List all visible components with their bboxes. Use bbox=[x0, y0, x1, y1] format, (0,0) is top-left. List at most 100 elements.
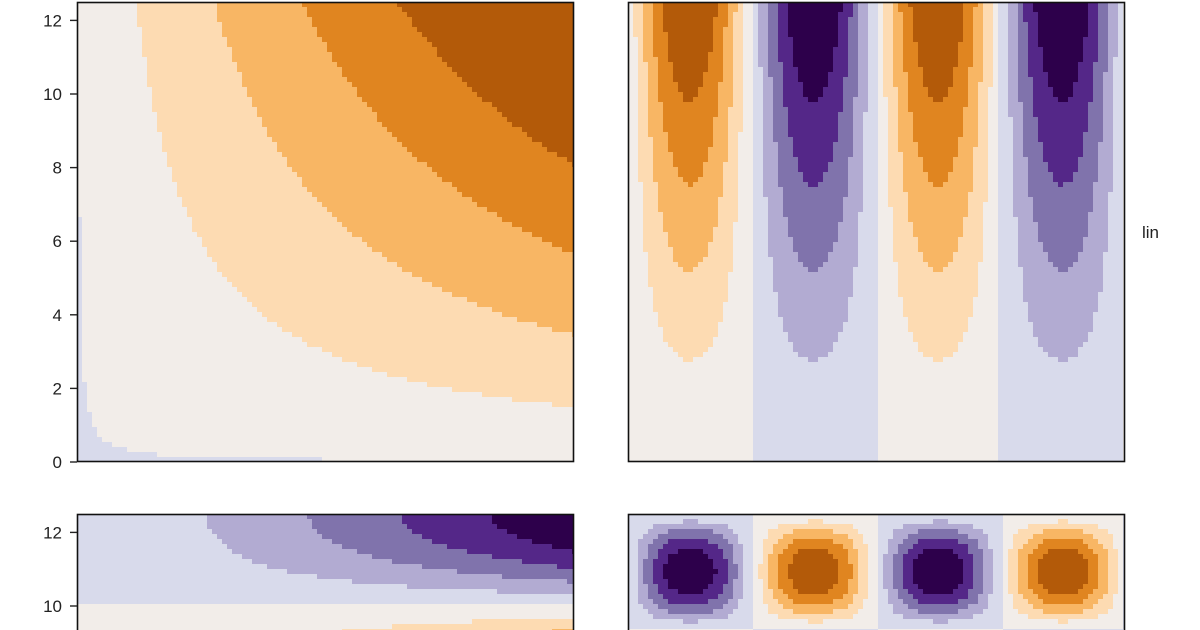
contour-cell bbox=[87, 172, 93, 178]
contour-cell bbox=[82, 262, 88, 268]
contour-cell bbox=[102, 12, 108, 18]
contour-cell bbox=[247, 67, 253, 73]
contour-cell bbox=[122, 417, 128, 423]
contour-cell bbox=[257, 272, 263, 278]
contour-cell bbox=[167, 37, 173, 43]
contour-cell bbox=[242, 402, 248, 408]
contour-cell bbox=[127, 127, 133, 133]
contour-cell bbox=[312, 222, 318, 228]
contour-cell bbox=[237, 162, 243, 168]
contour-cell bbox=[212, 182, 218, 188]
contour-cell bbox=[217, 107, 223, 113]
contour-cell bbox=[152, 252, 158, 258]
contour-cell bbox=[217, 257, 223, 263]
contour-cell bbox=[252, 182, 258, 188]
contour-cell bbox=[282, 367, 288, 373]
contour-cell bbox=[257, 372, 263, 378]
contour-cell bbox=[107, 142, 113, 148]
contour-cell bbox=[342, 172, 348, 178]
contour-cell bbox=[137, 52, 143, 58]
contour-cell bbox=[92, 172, 98, 178]
contour-cell bbox=[242, 267, 248, 273]
contour-cell bbox=[237, 37, 243, 43]
contour-cell bbox=[192, 62, 198, 68]
contour-cell bbox=[237, 392, 243, 398]
contour-cell bbox=[287, 357, 293, 363]
contour-cell bbox=[152, 47, 158, 53]
contour-cell bbox=[152, 412, 158, 418]
contour-cell bbox=[107, 332, 113, 338]
contour-cell bbox=[142, 382, 148, 388]
contour-cell bbox=[107, 227, 113, 233]
contour-cell bbox=[187, 457, 193, 462]
contour-cell bbox=[127, 47, 133, 53]
contour-cell bbox=[342, 207, 348, 213]
contour-cell bbox=[207, 212, 213, 218]
contour-cell bbox=[117, 312, 123, 318]
contour-cell bbox=[182, 152, 188, 158]
contour-cell bbox=[77, 207, 83, 213]
contour-cell bbox=[127, 207, 133, 213]
contour-cell bbox=[312, 257, 318, 263]
contour-cell bbox=[117, 432, 123, 438]
contour-cell bbox=[207, 127, 213, 133]
contour-cell bbox=[82, 87, 88, 93]
contour-cell bbox=[207, 157, 213, 163]
contour-cell bbox=[287, 262, 293, 268]
contour-cell bbox=[312, 342, 318, 348]
contour-cell bbox=[267, 27, 273, 33]
contour-cell bbox=[282, 392, 288, 398]
contour-cell bbox=[332, 407, 338, 413]
contour-cell bbox=[167, 432, 173, 438]
contour-cell bbox=[167, 172, 173, 178]
contour-cell bbox=[257, 37, 263, 43]
contour-cell bbox=[317, 27, 323, 33]
contour-cell bbox=[312, 172, 318, 178]
contour-cell bbox=[212, 252, 218, 258]
contour-cell bbox=[162, 142, 168, 148]
contour-cell bbox=[212, 427, 218, 433]
contour-cell bbox=[337, 22, 343, 28]
contour-cell bbox=[307, 142, 313, 148]
contour-cell bbox=[257, 412, 263, 418]
contour-cell bbox=[337, 12, 343, 18]
contour-cell bbox=[212, 442, 218, 448]
contour-cell bbox=[312, 12, 318, 18]
contour-cell bbox=[192, 212, 198, 218]
contour-cell bbox=[172, 302, 178, 308]
contour-cell bbox=[157, 267, 163, 273]
contour-cell bbox=[247, 272, 253, 278]
contour-cell bbox=[92, 162, 98, 168]
contour-cell bbox=[237, 452, 243, 458]
contour-cell bbox=[137, 382, 143, 388]
contour-cell bbox=[147, 297, 153, 303]
contour-cell bbox=[282, 377, 288, 383]
contour-cell bbox=[112, 297, 118, 303]
contour-cell bbox=[222, 87, 228, 93]
contour-cell bbox=[252, 137, 258, 143]
contour-cell bbox=[277, 122, 283, 128]
contour-cell bbox=[237, 32, 243, 38]
contour-cell bbox=[282, 307, 288, 313]
contour-cell bbox=[157, 432, 163, 438]
contour-cell bbox=[172, 452, 178, 458]
contour-cell bbox=[162, 237, 168, 243]
contour-cell bbox=[172, 407, 178, 413]
contour-cell bbox=[247, 102, 253, 108]
contour-cell bbox=[132, 417, 138, 423]
contour-cell bbox=[137, 162, 143, 168]
contour-cell bbox=[282, 242, 288, 248]
contour-cell bbox=[122, 357, 128, 363]
contour-cell bbox=[272, 142, 278, 148]
contour-cell bbox=[297, 37, 303, 43]
contour-cell bbox=[292, 152, 298, 158]
contour-cell bbox=[77, 247, 83, 253]
contour-cell bbox=[207, 417, 213, 423]
contour-cell bbox=[287, 207, 293, 213]
contour-cell bbox=[322, 392, 328, 398]
contour-cell bbox=[217, 267, 223, 273]
contour-cell bbox=[132, 362, 138, 368]
contour-cell bbox=[197, 247, 203, 253]
contour-cell bbox=[197, 17, 203, 23]
contour-cell bbox=[332, 17, 338, 23]
